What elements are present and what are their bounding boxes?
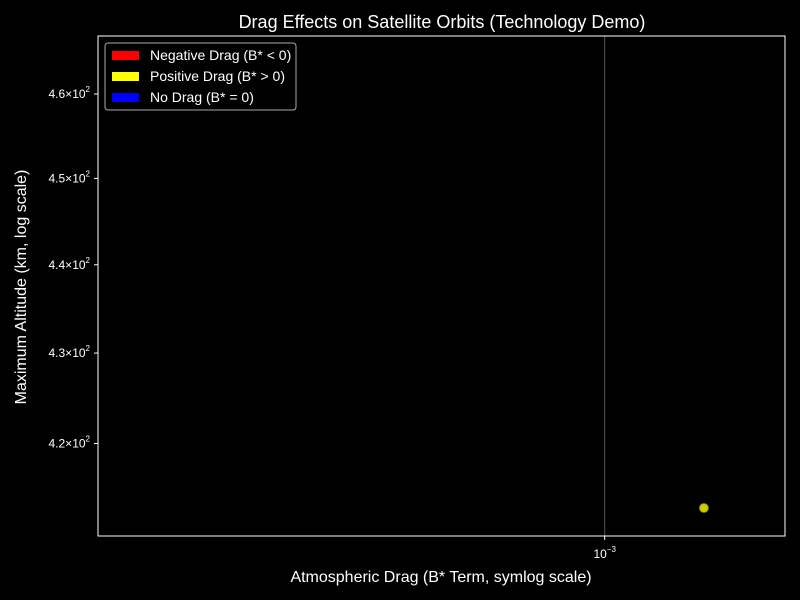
y-tick-base: 10	[72, 346, 86, 360]
chart-title: Drag Effects on Satellite Orbits (Techno…	[239, 12, 646, 32]
legend-swatch	[112, 93, 139, 102]
data-points	[699, 503, 709, 513]
y-tick-times: ×	[65, 87, 72, 101]
y-tick-mant: 4.3	[48, 346, 65, 360]
y-tick-base: 10	[72, 171, 86, 185]
x-axis-ticks: 10−3	[593, 536, 616, 561]
y-tick-base: 10	[72, 258, 86, 272]
y-tick-times: ×	[65, 258, 72, 272]
y-tick-label: 4.2×102	[48, 434, 90, 450]
y-tick-exp: 2	[86, 169, 91, 178]
y-tick-label: 4.3×102	[48, 344, 90, 360]
y-tick-mant: 4.4	[48, 258, 65, 272]
legend-swatch	[112, 51, 139, 60]
legend-label: Negative Drag (B* < 0)	[150, 47, 291, 63]
x-axis-label: Atmospheric Drag (B* Term, symlog scale)	[290, 569, 591, 586]
legend-box	[104, 42, 297, 111]
y-tick-times: ×	[65, 436, 72, 450]
y-tick-base: 10	[72, 87, 86, 101]
y-tick-label: 4.4×102	[48, 256, 90, 272]
data-point	[699, 503, 709, 513]
legend-label: No Drag (B* = 0)	[150, 89, 254, 105]
y-tick-times: ×	[65, 171, 72, 185]
x-tick-label: 10−3	[593, 545, 616, 561]
y-tick-mant: 4.6	[48, 87, 65, 101]
y-tick-mant: 4.2	[48, 436, 65, 450]
legend-entries: Negative Drag (B* < 0) Positive Drag (B* …	[112, 47, 291, 105]
y-tick-exp: 2	[86, 344, 91, 353]
y-tick-label: 4.6×102	[48, 85, 90, 101]
y-tick-mant: 4.5	[48, 171, 65, 185]
x-tick-base: 10	[593, 547, 607, 561]
legend-swatch	[112, 72, 139, 81]
legend: Negative Drag (B* < 0) Positive Drag (B* …	[104, 42, 297, 111]
legend-label: Positive Drag (B* > 0)	[150, 68, 285, 84]
y-tick-label: 4.5×102	[48, 169, 90, 185]
plot-frame	[97, 35, 786, 537]
y-tick-base: 10	[72, 436, 86, 450]
y-tick-exp: 2	[86, 434, 91, 443]
y-tick-times: ×	[65, 346, 72, 360]
y-tick-exp: 2	[86, 85, 91, 94]
y-tick-exp: 2	[86, 256, 91, 265]
y-axis-label: Maximum Altitude (km, log scale)	[13, 170, 30, 405]
x-tick-exponent: −3	[607, 545, 617, 554]
